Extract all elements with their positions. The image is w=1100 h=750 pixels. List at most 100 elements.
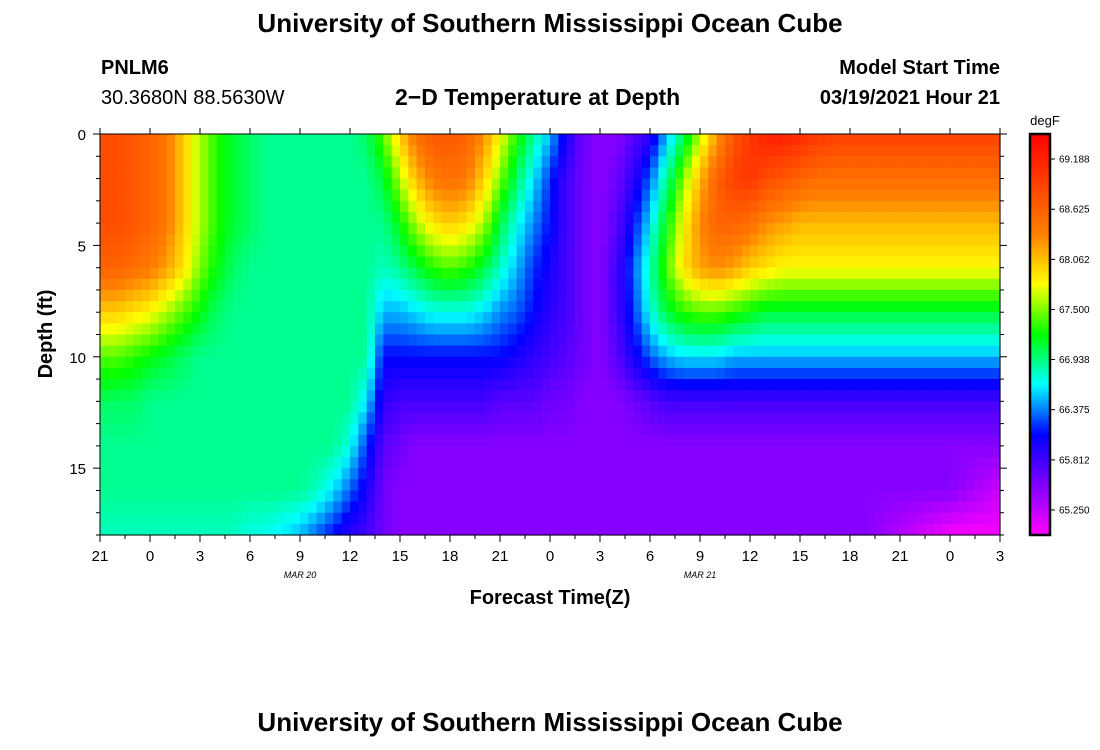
- heatmap-cell: [375, 156, 384, 168]
- heatmap-cell: [833, 279, 842, 291]
- heatmap-cell: [858, 134, 867, 146]
- heatmap-cell: [783, 390, 792, 402]
- heatmap-cell: [767, 223, 776, 235]
- heatmap-cell: [350, 145, 359, 157]
- heatmap-cell: [283, 346, 292, 358]
- heatmap-cell: [308, 201, 317, 213]
- heatmap-cell: [867, 290, 876, 302]
- heatmap-cell: [742, 167, 751, 179]
- heatmap-cell: [133, 167, 142, 179]
- heatmap-cell: [717, 167, 726, 179]
- heatmap-cell: [892, 145, 901, 157]
- heatmap-cell: [475, 457, 484, 469]
- heatmap-cell: [500, 179, 509, 191]
- heatmap-cell: [367, 279, 376, 291]
- heatmap-cell: [892, 379, 901, 391]
- heatmap-cell: [317, 390, 326, 402]
- heatmap-cell: [392, 134, 401, 146]
- heatmap-cell: [817, 357, 826, 369]
- heatmap-cell: [133, 468, 142, 480]
- heatmap-cell: [183, 502, 192, 514]
- heatmap-cell: [958, 435, 967, 447]
- heatmap-cell: [233, 190, 242, 202]
- heatmap-cell: [417, 446, 426, 458]
- heatmap-cell: [742, 435, 751, 447]
- heatmap-cell: [192, 279, 201, 291]
- heatmap-cell: [342, 167, 351, 179]
- heatmap-cell: [267, 134, 276, 146]
- heatmap-cell: [408, 424, 417, 436]
- heatmap-cell: [433, 479, 442, 491]
- heatmap-cell: [100, 379, 109, 391]
- heatmap-cell: [267, 379, 276, 391]
- heatmap-cell: [775, 479, 784, 491]
- heatmap-cell: [567, 201, 576, 213]
- heatmap-cell: [433, 357, 442, 369]
- heatmap-cell: [808, 412, 817, 424]
- heatmap-cell: [950, 156, 959, 168]
- heatmap-cell: [408, 156, 417, 168]
- heatmap-cell: [342, 145, 351, 157]
- heatmap-cell: [517, 368, 526, 380]
- heatmap-cell: [350, 468, 359, 480]
- heatmap-cell: [200, 167, 209, 179]
- heatmap-cell: [983, 468, 992, 480]
- heatmap-cell: [825, 412, 834, 424]
- heatmap-cell: [483, 134, 492, 146]
- heatmap-cell: [558, 301, 567, 313]
- heatmap-cell: [908, 179, 917, 191]
- heatmap-cell: [675, 379, 684, 391]
- heatmap-cell: [217, 368, 226, 380]
- heatmap-cell: [525, 335, 534, 347]
- heatmap-cell: [592, 245, 601, 257]
- heatmap-cell: [117, 134, 126, 146]
- heatmap-cell: [233, 312, 242, 324]
- heatmap-cell: [667, 301, 676, 313]
- heatmap-cell: [142, 424, 151, 436]
- heatmap-cell: [817, 457, 826, 469]
- heatmap-cell: [983, 379, 992, 391]
- heatmap-cell: [467, 245, 476, 257]
- heatmap-cell: [608, 156, 617, 168]
- heatmap-cell: [383, 290, 392, 302]
- heatmap-cell: [217, 167, 226, 179]
- heatmap-cell: [792, 346, 801, 358]
- heatmap-cell: [433, 312, 442, 324]
- heatmap-cell: [325, 268, 334, 280]
- heatmap-cell: [767, 335, 776, 347]
- heatmap-cell: [125, 279, 134, 291]
- heatmap-cell: [775, 490, 784, 502]
- heatmap-cell: [767, 424, 776, 436]
- heatmap-cell: [192, 290, 201, 302]
- heatmap-cell: [867, 167, 876, 179]
- heatmap-cell: [450, 390, 459, 402]
- heatmap-cell: [433, 223, 442, 235]
- heatmap-cell: [683, 179, 692, 191]
- heatmap-cell: [758, 190, 767, 202]
- heatmap-cell: [808, 212, 817, 224]
- heatmap-cell: [958, 424, 967, 436]
- heatmap-cell: [608, 190, 617, 202]
- heatmap-cell: [525, 435, 534, 447]
- heatmap-cell: [192, 524, 201, 536]
- heatmap-cell: [750, 223, 759, 235]
- heatmap-cell: [275, 223, 284, 235]
- heatmap-cell: [617, 390, 626, 402]
- heatmap-cell: [642, 279, 651, 291]
- heatmap-cell: [183, 279, 192, 291]
- heatmap-cell: [842, 524, 851, 536]
- heatmap-cell: [117, 201, 126, 213]
- heatmap-cell: [500, 190, 509, 202]
- heatmap-cell: [542, 312, 551, 324]
- heatmap-cell: [867, 190, 876, 202]
- heatmap-cell: [425, 156, 434, 168]
- y-tick-label: 5: [78, 238, 86, 255]
- heatmap-cell: [958, 223, 967, 235]
- heatmap-cell: [400, 457, 409, 469]
- heatmap-cell: [458, 234, 467, 246]
- heatmap-cell: [367, 179, 376, 191]
- heatmap-cell: [158, 524, 167, 536]
- colorbar-tick-label: 65.250: [1059, 505, 1090, 516]
- heatmap-cell: [683, 502, 692, 514]
- heatmap-cell: [300, 346, 309, 358]
